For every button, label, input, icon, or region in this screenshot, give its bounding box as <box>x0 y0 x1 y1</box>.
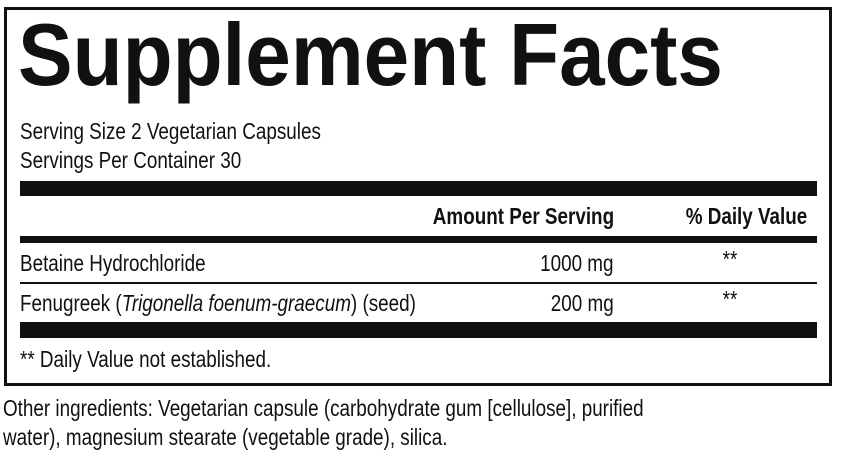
other-ingredients-line-1: Other ingredients: Vegetarian capsule (c… <box>3 395 644 421</box>
thick-divider <box>20 181 817 196</box>
latin-name: Trigonella foenum-graecum <box>121 290 351 316</box>
header-amount-per-serving: Amount Per Serving <box>432 203 614 229</box>
ingredient-amount: 200 mg <box>551 290 614 316</box>
ingredient-name: Fenugreek (Trigonella foenum-graecum) (s… <box>20 290 416 316</box>
medium-divider <box>20 236 817 243</box>
ingredient-daily-value: ** <box>722 246 738 272</box>
ingredient-amount: 1000 mg <box>540 250 614 276</box>
thin-divider <box>20 282 817 284</box>
supplement-facts-panel <box>4 7 832 386</box>
servings-per-container: Servings Per Container 30 <box>20 147 242 173</box>
header-daily-value: % Daily Value <box>685 203 807 229</box>
ingredient-daily-value: ** <box>722 286 738 312</box>
footnote: ** Daily Value not established. <box>20 346 272 372</box>
ingredient-name: Betaine Hydrochloride <box>20 250 206 276</box>
panel-title: Supplement Facts <box>18 5 723 104</box>
other-ingredients-line-2: water), magnesium stearate (vegetable gr… <box>3 424 448 450</box>
serving-size: Serving Size 2 Vegetarian Capsules <box>20 118 321 144</box>
thick-divider <box>20 322 817 338</box>
